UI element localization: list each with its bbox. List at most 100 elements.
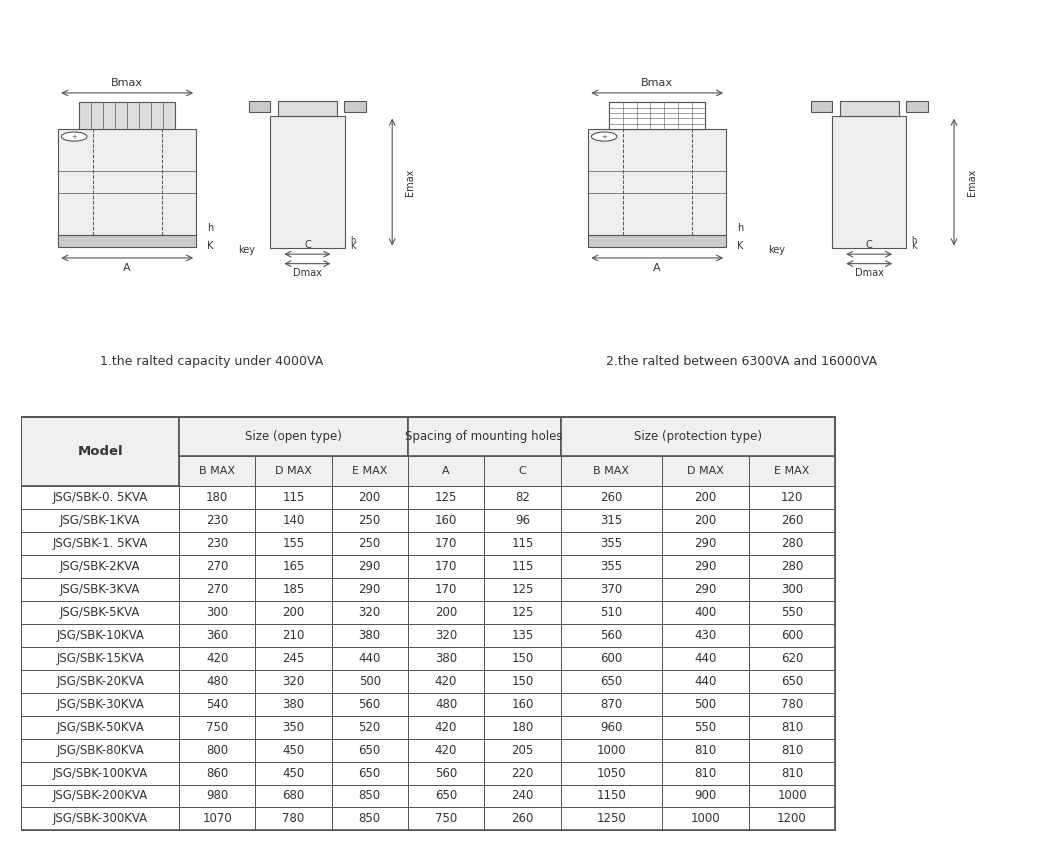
Text: 180: 180 [206,491,228,504]
Bar [332,716,408,738]
Text: 125: 125 [435,491,457,504]
Text: h: h [207,223,213,234]
Text: 860: 860 [206,766,228,780]
Text: 800: 800 [206,744,228,757]
Text: C: C [866,240,872,250]
Text: 320: 320 [282,675,304,688]
Bar [561,456,662,486]
Circle shape [61,132,87,141]
Bar [255,808,332,830]
Text: 650: 650 [358,744,381,757]
Bar [561,601,662,624]
Text: 560: 560 [435,766,457,780]
Bar [21,808,179,830]
Bar [484,509,561,532]
Text: 510: 510 [600,606,622,619]
Bar [484,670,561,693]
Text: key: key [768,244,785,255]
Text: 650: 650 [600,675,622,688]
Text: 180: 180 [511,721,533,733]
Bar [561,647,662,670]
Bar [21,486,179,509]
Text: 280: 280 [781,537,803,550]
Text: C: C [518,466,526,476]
Text: 650: 650 [435,789,457,803]
Text: 600: 600 [781,629,803,642]
Bar [408,456,484,486]
Text: 320: 320 [435,629,457,642]
Text: 200: 200 [694,514,717,528]
Text: h: h [912,236,917,245]
Bar [748,738,835,761]
Text: h: h [737,223,743,234]
Bar [561,670,662,693]
Bar [255,738,332,761]
Text: 870: 870 [600,698,622,711]
Bar [561,716,662,738]
Text: JSG/SBK-80KVA: JSG/SBK-80KVA [56,744,144,757]
Bar [608,103,706,129]
Bar [21,738,179,761]
Text: 200: 200 [694,491,717,504]
Bar [332,624,408,647]
Bar [662,556,748,578]
Bar [255,624,332,647]
Text: 560: 560 [600,629,622,642]
Text: 420: 420 [206,652,228,665]
Bar [748,808,835,830]
Text: 440: 440 [694,675,717,688]
Text: 1.the ralted capacity under 4000VA: 1.the ralted capacity under 4000VA [101,355,323,368]
Bar [179,808,255,830]
Bar [179,624,255,647]
Text: 140: 140 [282,514,304,528]
Bar [561,738,662,761]
Bar [484,808,561,830]
Text: Bmax: Bmax [111,78,143,89]
Bar [748,761,835,785]
Text: 750: 750 [206,721,228,733]
Bar [484,601,561,624]
Text: 680: 680 [282,789,304,803]
Bar [662,647,748,670]
Bar [179,716,255,738]
Bar [332,486,408,509]
Text: 500: 500 [358,675,381,688]
Bar [748,456,835,486]
Text: JSG/SBK-10KVA: JSG/SBK-10KVA [56,629,144,642]
Text: 220: 220 [511,766,533,780]
Bar [561,509,662,532]
Bar [408,647,484,670]
Text: 400: 400 [694,606,717,619]
Text: Size (open type): Size (open type) [245,430,341,443]
Text: +: + [71,133,77,140]
Text: 440: 440 [694,652,717,665]
Bar [21,647,179,670]
Text: 1070: 1070 [202,813,232,825]
Text: 550: 550 [694,721,717,733]
Text: C: C [304,240,311,250]
Text: 560: 560 [358,698,381,711]
Bar [408,761,484,785]
Text: 300: 300 [206,606,228,619]
Bar [255,601,332,624]
Text: 1000: 1000 [777,789,807,803]
Bar [408,808,484,830]
Bar [78,103,175,129]
Text: 230: 230 [206,514,228,528]
Text: 125: 125 [511,606,533,619]
Text: JSG/SBK-5KVA: JSG/SBK-5KVA [59,606,140,619]
Text: JSG/SBK-20KVA: JSG/SBK-20KVA [56,675,144,688]
Text: 600: 600 [600,652,622,665]
Bar [484,578,561,601]
Bar [748,693,835,716]
Text: 380: 380 [358,629,381,642]
Bar [748,716,835,738]
Text: 960: 960 [600,721,622,733]
Bar [748,647,835,670]
Bar [21,417,835,830]
Text: 370: 370 [600,583,622,596]
Bar [278,100,337,115]
Bar [748,556,835,578]
Bar [332,456,408,486]
Bar [255,509,332,532]
